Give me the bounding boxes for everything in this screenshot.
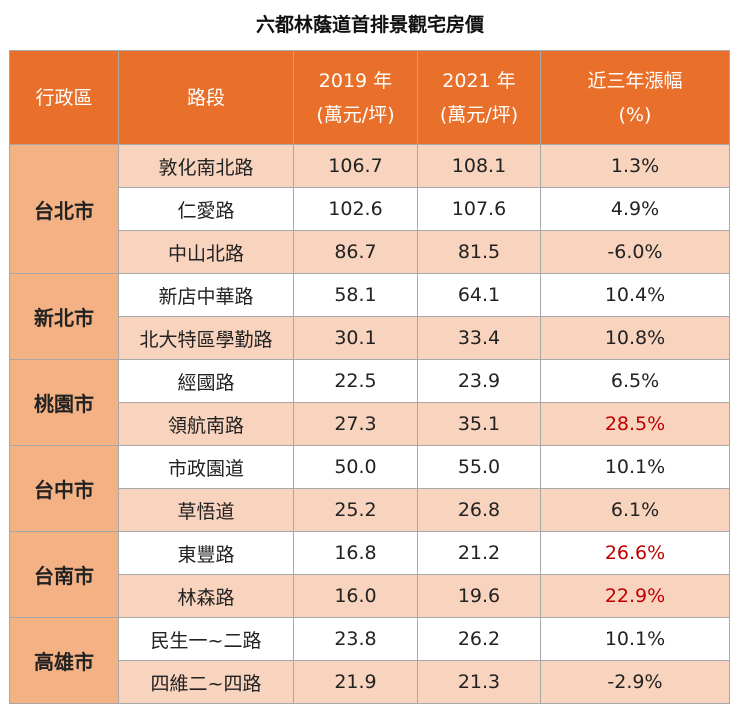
table-row: 仁愛路 102.6 107.6 4.9% (10, 187, 730, 231)
table-row: 台南市 東豐路 16.8 21.2 26.6% (9, 531, 730, 618)
price-2019-cell: 106.7 (293, 144, 418, 188)
price-2019-cell: 25.2 (293, 488, 418, 532)
road-cell: 四維二~四路 (118, 660, 294, 704)
table-row: 領航南路 27.3 35.1 28.5% (10, 402, 730, 446)
price-2021-cell: 23.9 (417, 359, 541, 403)
price-2019-cell: 16.0 (293, 574, 418, 618)
price-2021-cell: 108.1 (417, 144, 541, 188)
table-row: 台北市 敦化南北路 106.7 108.1 1.3% (9, 144, 730, 274)
price-2019-cell: 58.1 (293, 273, 418, 317)
price-2019-cell: 21.9 (293, 660, 418, 704)
header-2019-unit: (萬元/坪) (316, 103, 395, 126)
price-2021-cell: 26.8 (417, 488, 541, 532)
change-cell: 10.1% (540, 445, 730, 489)
table-row: 高雄市 民生一~二路 23.8 26.2 10.1% (9, 617, 730, 704)
price-2021-cell: 35.1 (417, 402, 541, 446)
header-2019: 2019 年 (萬元/坪) (293, 50, 418, 145)
header-2021-unit: (萬元/坪) (439, 103, 519, 126)
table-row: 台中市 市政園道 50.0 55.0 10.1% (9, 445, 730, 532)
price-2019-cell: 22.5 (293, 359, 418, 403)
price-2021-cell: 55.0 (417, 445, 541, 489)
header-change: 近三年漲幅 (%) (540, 50, 730, 145)
table-row: 新北市 新店中華路 58.1 64.1 10.4% (9, 273, 730, 360)
header-change-unit: (%) (618, 103, 652, 126)
price-2019-cell: 30.1 (293, 316, 418, 360)
table-title: 六都林蔭道首排景觀宅房價 (255, 14, 484, 36)
road-cell: 仁愛路 (118, 187, 294, 231)
price-2021-cell: 64.1 (417, 273, 541, 317)
road-cell: 新店中華路 (118, 273, 294, 317)
table-row: 林森路 16.0 19.6 22.9% (10, 574, 730, 618)
change-cell: -6.0% (540, 230, 730, 274)
price-2021-cell: 26.2 (417, 617, 541, 661)
district-cell: 新北市 (9, 273, 119, 360)
district-cell: 台北市 (9, 144, 119, 274)
header-change-label: 近三年漲幅 (587, 69, 683, 92)
change-cell: 10.1% (540, 617, 730, 661)
price-2019-cell: 86.7 (293, 230, 418, 274)
road-cell: 領航南路 (118, 402, 294, 446)
change-cell: 4.9% (540, 187, 730, 231)
table-row: 四維二~四路 21.9 21.3 -2.9% (10, 660, 730, 704)
district-cell: 台南市 (9, 531, 119, 618)
road-cell: 草悟道 (118, 488, 294, 532)
header-2021-year: 2021 年 (442, 69, 516, 92)
price-2019-cell: 27.3 (293, 402, 418, 446)
price-table: 行政區 路段 2019 年 (萬元/坪) 2021 年 (萬元/坪) 近三年漲幅 (%… (9, 50, 730, 704)
price-2021-cell: 81.5 (417, 230, 541, 274)
table-row: 桃園市 經國路 22.5 23.9 6.5% (9, 359, 730, 446)
change-cell: 26.6% (540, 531, 730, 575)
district-cell: 台中市 (9, 445, 119, 532)
road-cell: 經國路 (118, 359, 294, 403)
district-cell: 高雄市 (9, 617, 119, 704)
price-2021-cell: 21.3 (417, 660, 541, 704)
price-2019-cell: 23.8 (293, 617, 418, 661)
header-row: 行政區 路段 2019 年 (萬元/坪) 2021 年 (萬元/坪) 近三年漲幅 (%… (9, 50, 730, 145)
price-2021-cell: 19.6 (417, 574, 541, 618)
table-row: 北大特區學勤路 30.1 33.4 10.8% (10, 316, 730, 360)
header-2019-year: 2019 年 (318, 69, 393, 92)
road-cell: 北大特區學勤路 (118, 316, 294, 360)
change-cell: 1.3% (540, 144, 730, 188)
price-2021-cell: 107.6 (417, 187, 541, 231)
change-cell: 10.8% (540, 316, 730, 360)
change-cell: 6.1% (540, 488, 730, 532)
header-district: 行政區 (9, 50, 119, 145)
district-cell: 桃園市 (9, 359, 119, 446)
change-cell: 10.4% (540, 273, 730, 317)
change-cell: 22.9% (540, 574, 730, 618)
road-cell: 東豐路 (118, 531, 294, 575)
road-cell: 林森路 (118, 574, 294, 618)
change-cell: -2.9% (540, 660, 730, 704)
change-cell: 6.5% (540, 359, 730, 403)
price-2019-cell: 16.8 (293, 531, 418, 575)
road-cell: 敦化南北路 (118, 144, 294, 188)
change-cell: 28.5% (540, 402, 730, 446)
road-cell: 民生一~二路 (118, 617, 294, 661)
header-road: 路段 (118, 50, 294, 145)
price-2021-cell: 21.2 (417, 531, 541, 575)
header-2021: 2021 年 (萬元/坪) (417, 50, 541, 145)
table-row: 中山北路 86.7 81.5 -6.0% (10, 230, 730, 274)
price-2019-cell: 50.0 (293, 445, 418, 489)
road-cell: 市政園道 (118, 445, 294, 489)
road-cell: 中山北路 (118, 230, 294, 274)
price-2019-cell: 102.6 (293, 187, 418, 231)
price-2021-cell: 33.4 (417, 316, 541, 360)
